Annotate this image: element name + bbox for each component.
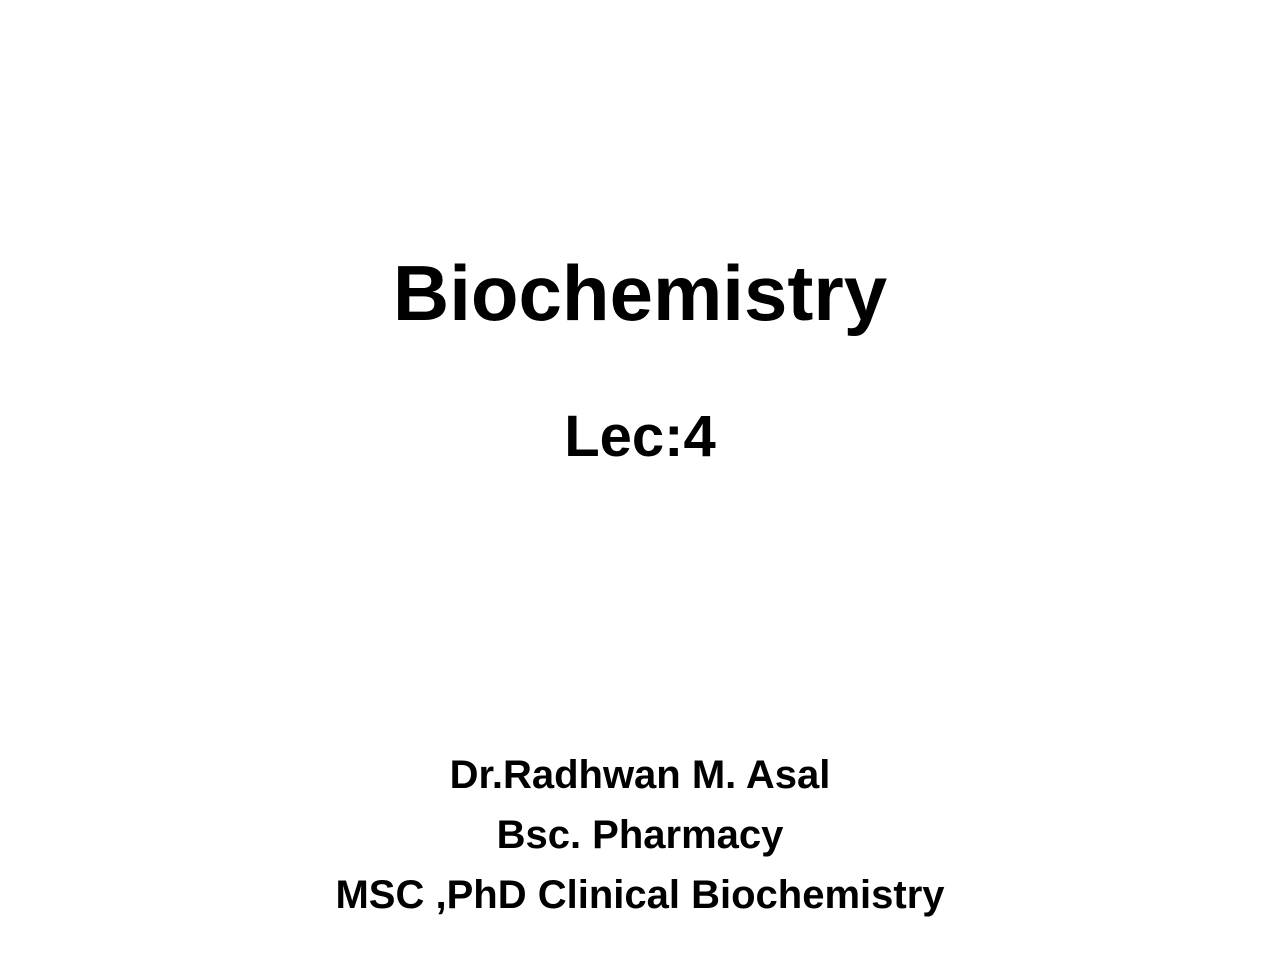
slide-title: Biochemistry [0,248,1280,339]
author-degree-2: MSC ,PhD Clinical Biochemistry [0,865,1280,925]
slide-subtitle: Lec:4 [0,403,1280,470]
author-name: Dr.Radhwan M. Asal [0,745,1280,805]
author-degree-1: Bsc. Pharmacy [0,805,1280,865]
author-block: Dr.Radhwan M. Asal Bsc. Pharmacy MSC ,Ph… [0,745,1280,925]
